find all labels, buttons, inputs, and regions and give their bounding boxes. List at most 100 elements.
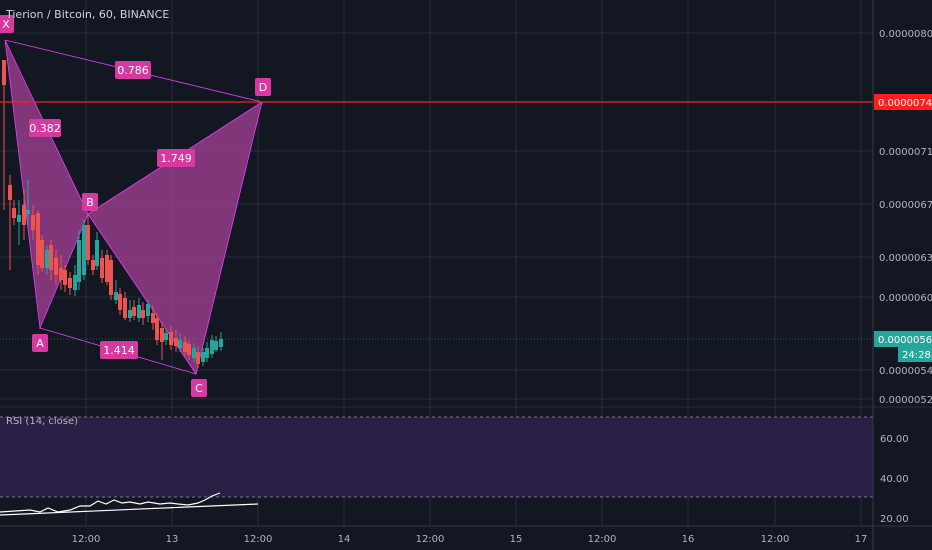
ratio-label-text: 0.382: [29, 122, 61, 135]
candle-body: [91, 260, 95, 270]
candle-body: [100, 258, 104, 278]
time-tick-label: 14: [338, 534, 351, 545]
candle-body: [201, 352, 205, 362]
ratio-label-text: 0.786: [117, 64, 149, 77]
time-tick-label: 15: [510, 534, 523, 545]
chart-title: Tierion / Bitcoin, 60, BINANCE: [6, 8, 170, 21]
price-tick-label: 0.00000545: [879, 366, 932, 377]
rsi-band: [0, 417, 873, 497]
pattern-labels: X A B C D 0.786 0.382 1.749 1.414: [0, 15, 271, 397]
candle-body: [109, 260, 113, 295]
candle-body: [105, 255, 109, 282]
time-tick-label: 13: [166, 534, 179, 545]
candle-body: [205, 348, 209, 358]
point-label-x: X: [0, 15, 14, 33]
candle-body: [95, 240, 99, 266]
point-label-a: A: [32, 334, 48, 352]
candle-body: [82, 225, 86, 275]
candle-body: [36, 213, 40, 265]
point-label-b-bg: [82, 193, 98, 211]
candle-body: [214, 341, 218, 350]
resistance-price-text: 0.00000747: [878, 98, 932, 109]
rsi-title: RSI (14, close): [6, 416, 79, 427]
point-label-x-text: X: [2, 18, 10, 31]
candle-body: [45, 250, 49, 268]
time-tick-label: 12:00: [588, 534, 617, 545]
ratio-label-bg: [115, 61, 151, 79]
time-tick-label: 12:00: [72, 534, 101, 545]
rsi-tick-label: 60.00: [880, 434, 909, 445]
time-tick-label: 12:00: [761, 534, 790, 545]
countdown-tag: [898, 347, 932, 362]
rsi-tick-label: 20.00: [880, 514, 909, 525]
point-label-a-text: A: [36, 337, 44, 350]
point-label-a-bg: [32, 334, 48, 352]
rsi-axis: 60.00 40.00 20.00: [880, 434, 909, 525]
time-tick-label: 17: [855, 534, 868, 545]
candle-body: [49, 245, 53, 270]
current-price-tag: [874, 331, 932, 347]
candle-body: [169, 332, 173, 345]
candle-body: [59, 268, 63, 280]
candle-body: [178, 340, 182, 348]
candle-body: [73, 275, 77, 290]
point-label-d: D: [255, 78, 271, 96]
rsi-line: [0, 492, 259, 516]
candle-body: [183, 342, 187, 352]
candle-body: [68, 278, 72, 288]
candle-body: [210, 340, 214, 354]
candle-body: [219, 339, 223, 347]
candle-body: [196, 352, 200, 364]
candle-body: [155, 318, 159, 340]
candle-body: [132, 307, 136, 316]
candle-body: [17, 215, 21, 222]
ratio-label-bg: [100, 341, 138, 359]
candle-body: [12, 208, 16, 218]
candle-body: [160, 328, 164, 342]
point-label-b-text: B: [86, 196, 94, 209]
point-label-b: B: [82, 193, 98, 211]
candle-body: [77, 240, 81, 282]
point-label-c-bg: [191, 379, 207, 397]
point-label-d-text: D: [259, 81, 267, 94]
candle-body: [31, 215, 35, 230]
rsi-trendline: [0, 503, 259, 516]
ratio-label: 0.786: [115, 61, 151, 79]
ratio-label: 1.749: [157, 149, 195, 167]
candle-body: [174, 338, 178, 346]
current-price-text: 0.00000569: [878, 335, 932, 346]
time-tick-label: 16: [682, 534, 695, 545]
candle-body: [146, 304, 150, 316]
candle-body: [26, 210, 30, 214]
candle-body: [137, 305, 141, 318]
time-axis[interactable]: 12:00 13 12:00 14 12:00 15 12:00 16 12:00 17: [72, 534, 868, 545]
candle-body: [187, 344, 191, 355]
time-tick-label: 12:00: [244, 534, 273, 545]
resistance-price-tag: [874, 94, 932, 110]
point-label-x-bg: [0, 15, 14, 33]
ratio-label-text: 1.414: [103, 344, 135, 357]
candle-body: [151, 313, 155, 323]
point-label-d-bg: [255, 78, 271, 96]
candle-body: [63, 270, 67, 285]
candle-body: [40, 240, 44, 268]
candle-body: [114, 292, 118, 300]
ratio-label: 0.382: [29, 119, 61, 137]
ratio-label-text: 1.749: [160, 152, 192, 165]
candle-body: [164, 333, 168, 340]
price-tick-label: 0.00000523: [879, 395, 932, 406]
ratio-label-bg: [157, 149, 195, 167]
candle-body: [192, 348, 196, 358]
ratio-label: 1.414: [100, 341, 138, 359]
rsi-tick-label: 40.00: [880, 474, 909, 485]
candle-body: [118, 294, 122, 310]
candle-body: [86, 225, 90, 260]
ratio-label-bg: [29, 119, 61, 137]
